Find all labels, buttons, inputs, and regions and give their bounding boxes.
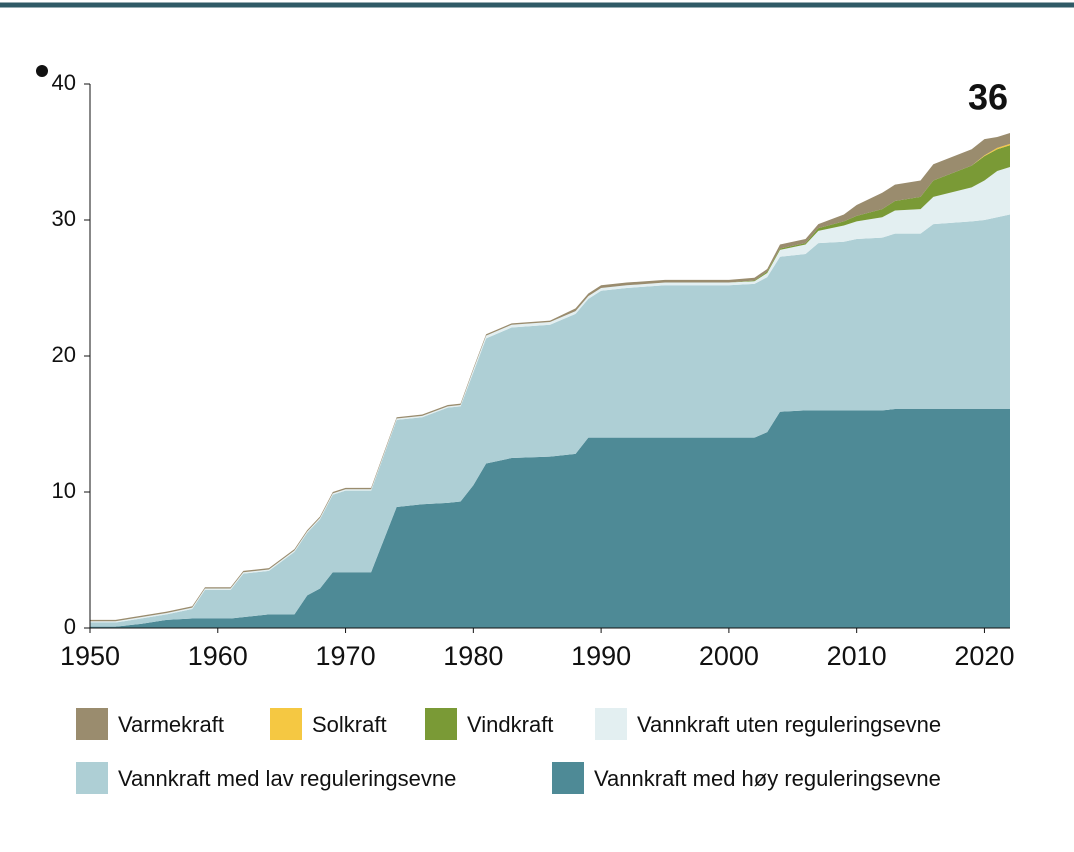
legend-swatch: [595, 708, 627, 740]
legend-label: Vannkraft med lav reguleringsevne: [118, 766, 456, 791]
x-tick-label: 1990: [571, 641, 631, 671]
y-tick-label: 10: [52, 478, 76, 503]
legend-label: Vindkraft: [467, 712, 553, 737]
x-tick-label: 1970: [316, 641, 376, 671]
annotation: 36: [968, 77, 1008, 118]
legend-swatch: [552, 762, 584, 794]
x-tick-label: 1950: [60, 641, 120, 671]
y-tick-label: 30: [52, 206, 76, 231]
area: [90, 214, 1010, 627]
y-tick-label: 20: [52, 342, 76, 367]
legend-swatch: [76, 762, 108, 794]
legend-swatch: [425, 708, 457, 740]
x-tick-label: 1980: [443, 641, 503, 671]
area: [90, 132, 1010, 622]
x-tick-label: 1960: [188, 641, 248, 671]
x-tick-label: 2010: [827, 641, 887, 671]
area: [90, 166, 1010, 623]
legend-label: Vannkraft med høy reguleringsevne: [594, 766, 941, 791]
legend-swatch: [270, 708, 302, 740]
y-tick-label: 40: [52, 70, 76, 95]
legend-label: Solkraft: [312, 712, 387, 737]
y-tick-label: 0: [64, 614, 76, 639]
marker-dot: [36, 65, 48, 77]
area: [90, 409, 1010, 628]
legend-swatch: [76, 708, 108, 740]
legend-label: Varmekraft: [118, 712, 224, 737]
legend-label: Vannkraft uten reguleringsevne: [637, 712, 941, 737]
x-tick-label: 2000: [699, 641, 759, 671]
x-tick-label: 2020: [954, 641, 1014, 671]
